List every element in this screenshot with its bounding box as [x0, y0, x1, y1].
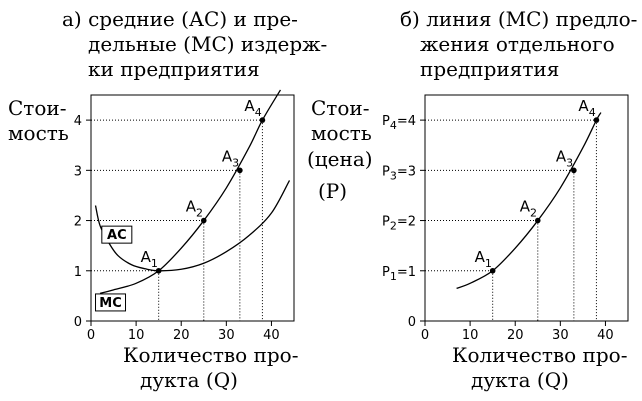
point-a2-label: A2: [520, 198, 537, 220]
left-xlabel-line-2: дукта (Q): [140, 368, 238, 392]
series-mc-line: [99, 89, 282, 295]
x-tick-label: 10: [462, 328, 479, 343]
y-tick-label: P2=2: [382, 215, 416, 233]
right-ylabel-line-1: Стои-: [311, 96, 370, 120]
legend-box-ac: [101, 225, 133, 244]
chart-0: 0 10 20 30 40 0 1 2 3 4 A1 A2 A3 A4 AC MC: [74, 89, 295, 343]
right-xlabel-line-1: Количество про-: [452, 343, 628, 367]
left-title-line-3: ки предприятия: [88, 57, 260, 81]
left-xlabel-line-1: Количество про-: [123, 343, 299, 367]
point-a1-label: A1: [475, 248, 492, 270]
series-ac-line: [94, 180, 291, 272]
point-a2-label: A2: [186, 198, 203, 220]
legend-label-ac: AC: [107, 228, 127, 243]
left-title-line-2: дельные (МС) издерж-: [88, 32, 328, 56]
right-ylabel-line-3: (цена): [307, 147, 373, 171]
legend-label-mc: MC: [99, 296, 121, 311]
y-tick-label: P3=3: [382, 164, 416, 182]
point-a4-label: A4: [244, 97, 261, 119]
y-tick-label: P1=1: [382, 265, 416, 283]
point-a4-label: A4: [578, 97, 595, 119]
point-a2: [200, 217, 207, 224]
plot-frame: [90, 94, 295, 322]
right-ylabel-line-4: (Р): [318, 179, 348, 203]
point-a1: [489, 267, 496, 274]
point-a3-label: A3: [222, 147, 239, 169]
x-tick-label: 20: [507, 328, 524, 343]
y-tick-label: 3: [74, 164, 82, 179]
x-tick-label: 40: [597, 328, 614, 343]
point-a3: [571, 167, 577, 174]
point-a3-label: A3: [556, 147, 573, 169]
chart-1: 0 10 20 30 40 0 P1=1 P2=2 P3=3 P4=4 A1 A2 A3 A4: [382, 94, 629, 343]
right-ylabel-line-2: мость: [311, 121, 372, 145]
point-a4: [259, 117, 266, 123]
right-xlabel-line-2: дукта (Q): [471, 368, 569, 392]
x-tick-label: 40: [263, 328, 280, 343]
plot-frame: [424, 94, 629, 322]
point-a2: [534, 217, 541, 224]
right-title-line-2: жения отдельного: [420, 32, 615, 56]
point-a1: [155, 267, 162, 274]
y-tick-label: 4: [74, 114, 82, 129]
x-tick-label: 10: [128, 328, 145, 343]
left-title-line-1: а) средние (АС) и пре-: [62, 7, 298, 31]
x-tick-label: 20: [173, 328, 190, 343]
point-a4: [593, 117, 600, 123]
y-tick-label: 2: [74, 215, 82, 230]
x-tick-label: 30: [552, 328, 569, 343]
y-tick-label: 0: [408, 315, 416, 330]
y-tick-label: P4=4: [382, 114, 416, 132]
x-tick-label: 0: [421, 328, 429, 343]
x-tick-label: 30: [218, 328, 235, 343]
point-a1-label: A1: [141, 248, 158, 270]
left-ylabel-line-1: Стои-: [8, 96, 67, 120]
right-title-line-3: предприятия: [420, 57, 560, 81]
point-a3: [237, 167, 243, 174]
x-tick-label: 0: [87, 328, 95, 343]
right-title-line-1: б) линия (МС) предло-: [400, 7, 638, 31]
y-tick-label: 1: [74, 265, 82, 280]
left-ylabel-line-2: мость: [8, 121, 69, 145]
legend-box-mc: [95, 293, 127, 312]
y-tick-label: 0: [74, 315, 82, 330]
